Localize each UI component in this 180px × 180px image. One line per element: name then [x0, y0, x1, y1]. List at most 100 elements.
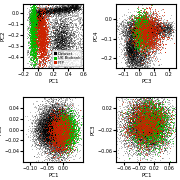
Point — [156, 125, 159, 128]
Point — [68, 50, 70, 53]
Point — [135, 50, 138, 52]
Point — [145, 19, 148, 21]
Point — [146, 22, 149, 25]
Point — [156, 131, 158, 134]
Point — [155, 121, 158, 124]
Point — [149, 126, 152, 129]
Point — [46, 145, 49, 148]
Point — [137, 135, 140, 138]
Point — [37, 48, 40, 51]
Point — [46, 121, 49, 124]
Point — [137, 20, 140, 22]
Point — [49, 114, 52, 117]
Point — [35, 160, 38, 163]
Point — [67, 22, 69, 25]
Point — [61, 134, 64, 137]
Point — [29, 57, 32, 60]
Point — [60, 127, 63, 130]
Point — [146, 165, 149, 168]
Point — [36, 47, 39, 50]
Point — [135, 119, 138, 122]
Point — [131, 63, 134, 66]
Point — [40, 136, 43, 139]
Point — [152, 48, 155, 51]
Point — [59, 146, 62, 149]
Point — [64, 11, 67, 14]
Point — [145, 26, 148, 29]
Point — [75, 7, 77, 10]
Point — [69, 125, 72, 128]
Point — [67, 129, 70, 131]
Point — [35, 15, 38, 18]
Point — [71, 114, 73, 117]
Point — [35, 55, 38, 58]
Point — [159, 124, 162, 127]
Point — [162, 140, 165, 143]
Point — [65, 8, 68, 10]
Point — [56, 8, 59, 11]
Point — [53, 141, 56, 144]
Point — [177, 138, 180, 141]
Point — [153, 107, 156, 110]
Point — [55, 28, 58, 31]
Point — [46, 40, 49, 42]
Point — [47, 131, 50, 134]
Point — [144, 26, 147, 29]
Point — [54, 8, 57, 11]
Point — [47, 128, 50, 130]
Point — [67, 10, 70, 13]
Point — [39, 11, 41, 14]
Point — [145, 137, 148, 140]
Point — [49, 147, 52, 150]
Point — [142, 21, 145, 24]
Point — [71, 129, 74, 132]
Point — [53, 7, 56, 10]
Point — [50, 134, 53, 137]
Point — [139, 132, 141, 134]
Point — [47, 123, 50, 125]
Point — [151, 127, 154, 130]
Point — [147, 26, 150, 29]
Point — [148, 123, 151, 126]
Point — [138, 40, 141, 43]
Point — [60, 141, 63, 144]
Point — [143, 126, 146, 129]
Point — [158, 43, 161, 46]
Point — [39, 111, 42, 114]
Point — [58, 125, 61, 128]
Point — [31, 18, 34, 21]
Point — [51, 13, 54, 16]
Point — [53, 118, 56, 121]
Point — [142, 116, 145, 119]
Point — [30, 37, 33, 40]
Point — [39, 16, 42, 19]
Point — [141, 57, 144, 59]
Point — [31, 33, 34, 36]
Point — [41, 122, 44, 125]
Point — [143, 24, 146, 27]
Point — [68, 31, 71, 34]
Point — [43, 132, 46, 135]
Point — [149, 103, 152, 106]
Point — [154, 124, 157, 127]
Point — [116, 26, 119, 29]
Point — [142, 33, 145, 36]
Point — [47, 112, 50, 115]
Point — [141, 130, 144, 132]
Point — [53, 115, 56, 118]
Point — [42, 136, 44, 139]
Point — [61, 41, 64, 44]
Point — [59, 124, 62, 127]
Point — [58, 141, 61, 144]
Point — [151, 125, 154, 128]
Point — [129, 137, 131, 140]
Point — [43, 45, 46, 48]
Point — [130, 61, 133, 64]
Point — [46, 36, 49, 39]
Point — [142, 25, 145, 28]
Point — [147, 122, 150, 125]
Point — [160, 115, 163, 118]
Point — [141, 115, 144, 118]
Point — [56, 47, 59, 50]
Point — [135, 37, 138, 40]
